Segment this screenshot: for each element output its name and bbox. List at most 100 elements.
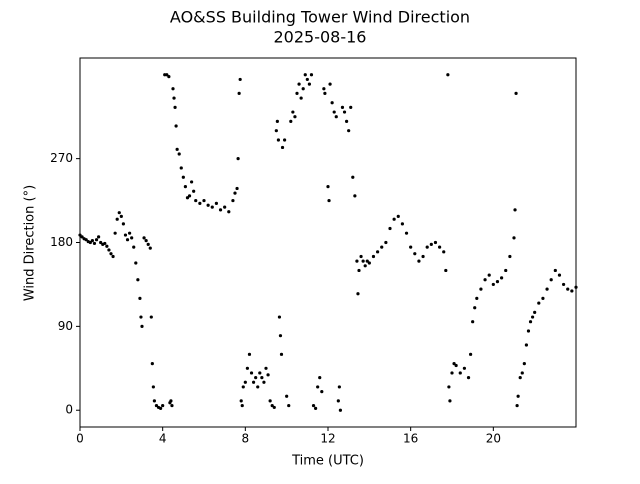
point [471,320,475,324]
chart-subtitle: 2025-08-16 [274,28,367,47]
point [139,315,143,319]
point [433,240,438,245]
point [254,376,258,380]
y-tick-label: 90 [58,319,73,333]
point [454,363,458,368]
point [318,376,322,380]
point [109,252,113,256]
point [194,198,198,203]
point [314,406,318,410]
point [367,261,371,265]
point [404,231,409,235]
point [320,389,324,394]
chart-title: AO&SS Building Tower Wind Direction [170,8,470,27]
point [278,334,283,338]
point [340,105,345,109]
point [235,186,239,191]
point [347,129,351,133]
point [351,175,355,179]
point [190,180,194,184]
point [508,254,512,259]
point [448,399,452,403]
point [105,244,109,248]
point [361,259,365,263]
point [516,394,520,398]
point [274,129,278,133]
point [421,254,425,259]
point [140,324,144,328]
point [522,362,526,366]
point [447,385,451,389]
point [417,259,421,263]
point [336,399,340,403]
point [150,362,154,366]
point [256,385,260,389]
point [359,254,363,259]
x-tick-label: 0 [76,432,84,446]
x-tick-label: 20 [486,432,501,446]
point [295,91,299,96]
point [202,198,206,203]
point [260,376,264,380]
point [345,119,349,123]
point [549,278,553,282]
point [243,380,247,384]
point [185,196,190,200]
point [227,210,231,214]
x-axis-label: Time (UTC) [291,454,364,469]
y-tick-label: 180 [50,235,73,249]
point [249,371,254,375]
point [524,343,529,347]
point [413,252,417,256]
point [175,147,179,151]
point [557,273,562,277]
point [462,366,466,370]
point [241,385,245,389]
point [514,91,518,96]
point [533,310,537,314]
point [332,110,336,114]
point [475,296,479,301]
point [450,371,454,375]
point [491,282,495,287]
point [513,208,517,212]
x-tick-label: 16 [403,432,418,446]
point [289,119,293,123]
point [297,82,301,86]
point [134,261,138,265]
point [376,250,380,254]
x-tick-label: 12 [320,432,335,446]
point [173,105,177,109]
point [483,278,487,282]
point [323,91,327,96]
point [214,201,218,205]
point [154,403,159,408]
point [293,115,297,119]
point [285,394,289,398]
point [210,205,214,209]
y-axis-label: Wind Direction (°) [23,185,38,301]
point [268,399,272,403]
point [512,236,516,240]
point [128,231,132,235]
point [309,73,314,77]
point [177,152,181,156]
point [107,248,111,252]
point [115,217,119,221]
point [174,124,178,128]
point [384,240,388,245]
point [466,376,471,380]
point [78,233,82,237]
point [473,306,477,310]
point [438,245,442,249]
point [94,238,99,242]
point [236,157,240,161]
point [316,385,320,389]
point [400,222,404,226]
point [119,214,123,219]
point [144,239,148,243]
point [165,73,169,77]
point [239,399,243,403]
point [99,240,103,245]
